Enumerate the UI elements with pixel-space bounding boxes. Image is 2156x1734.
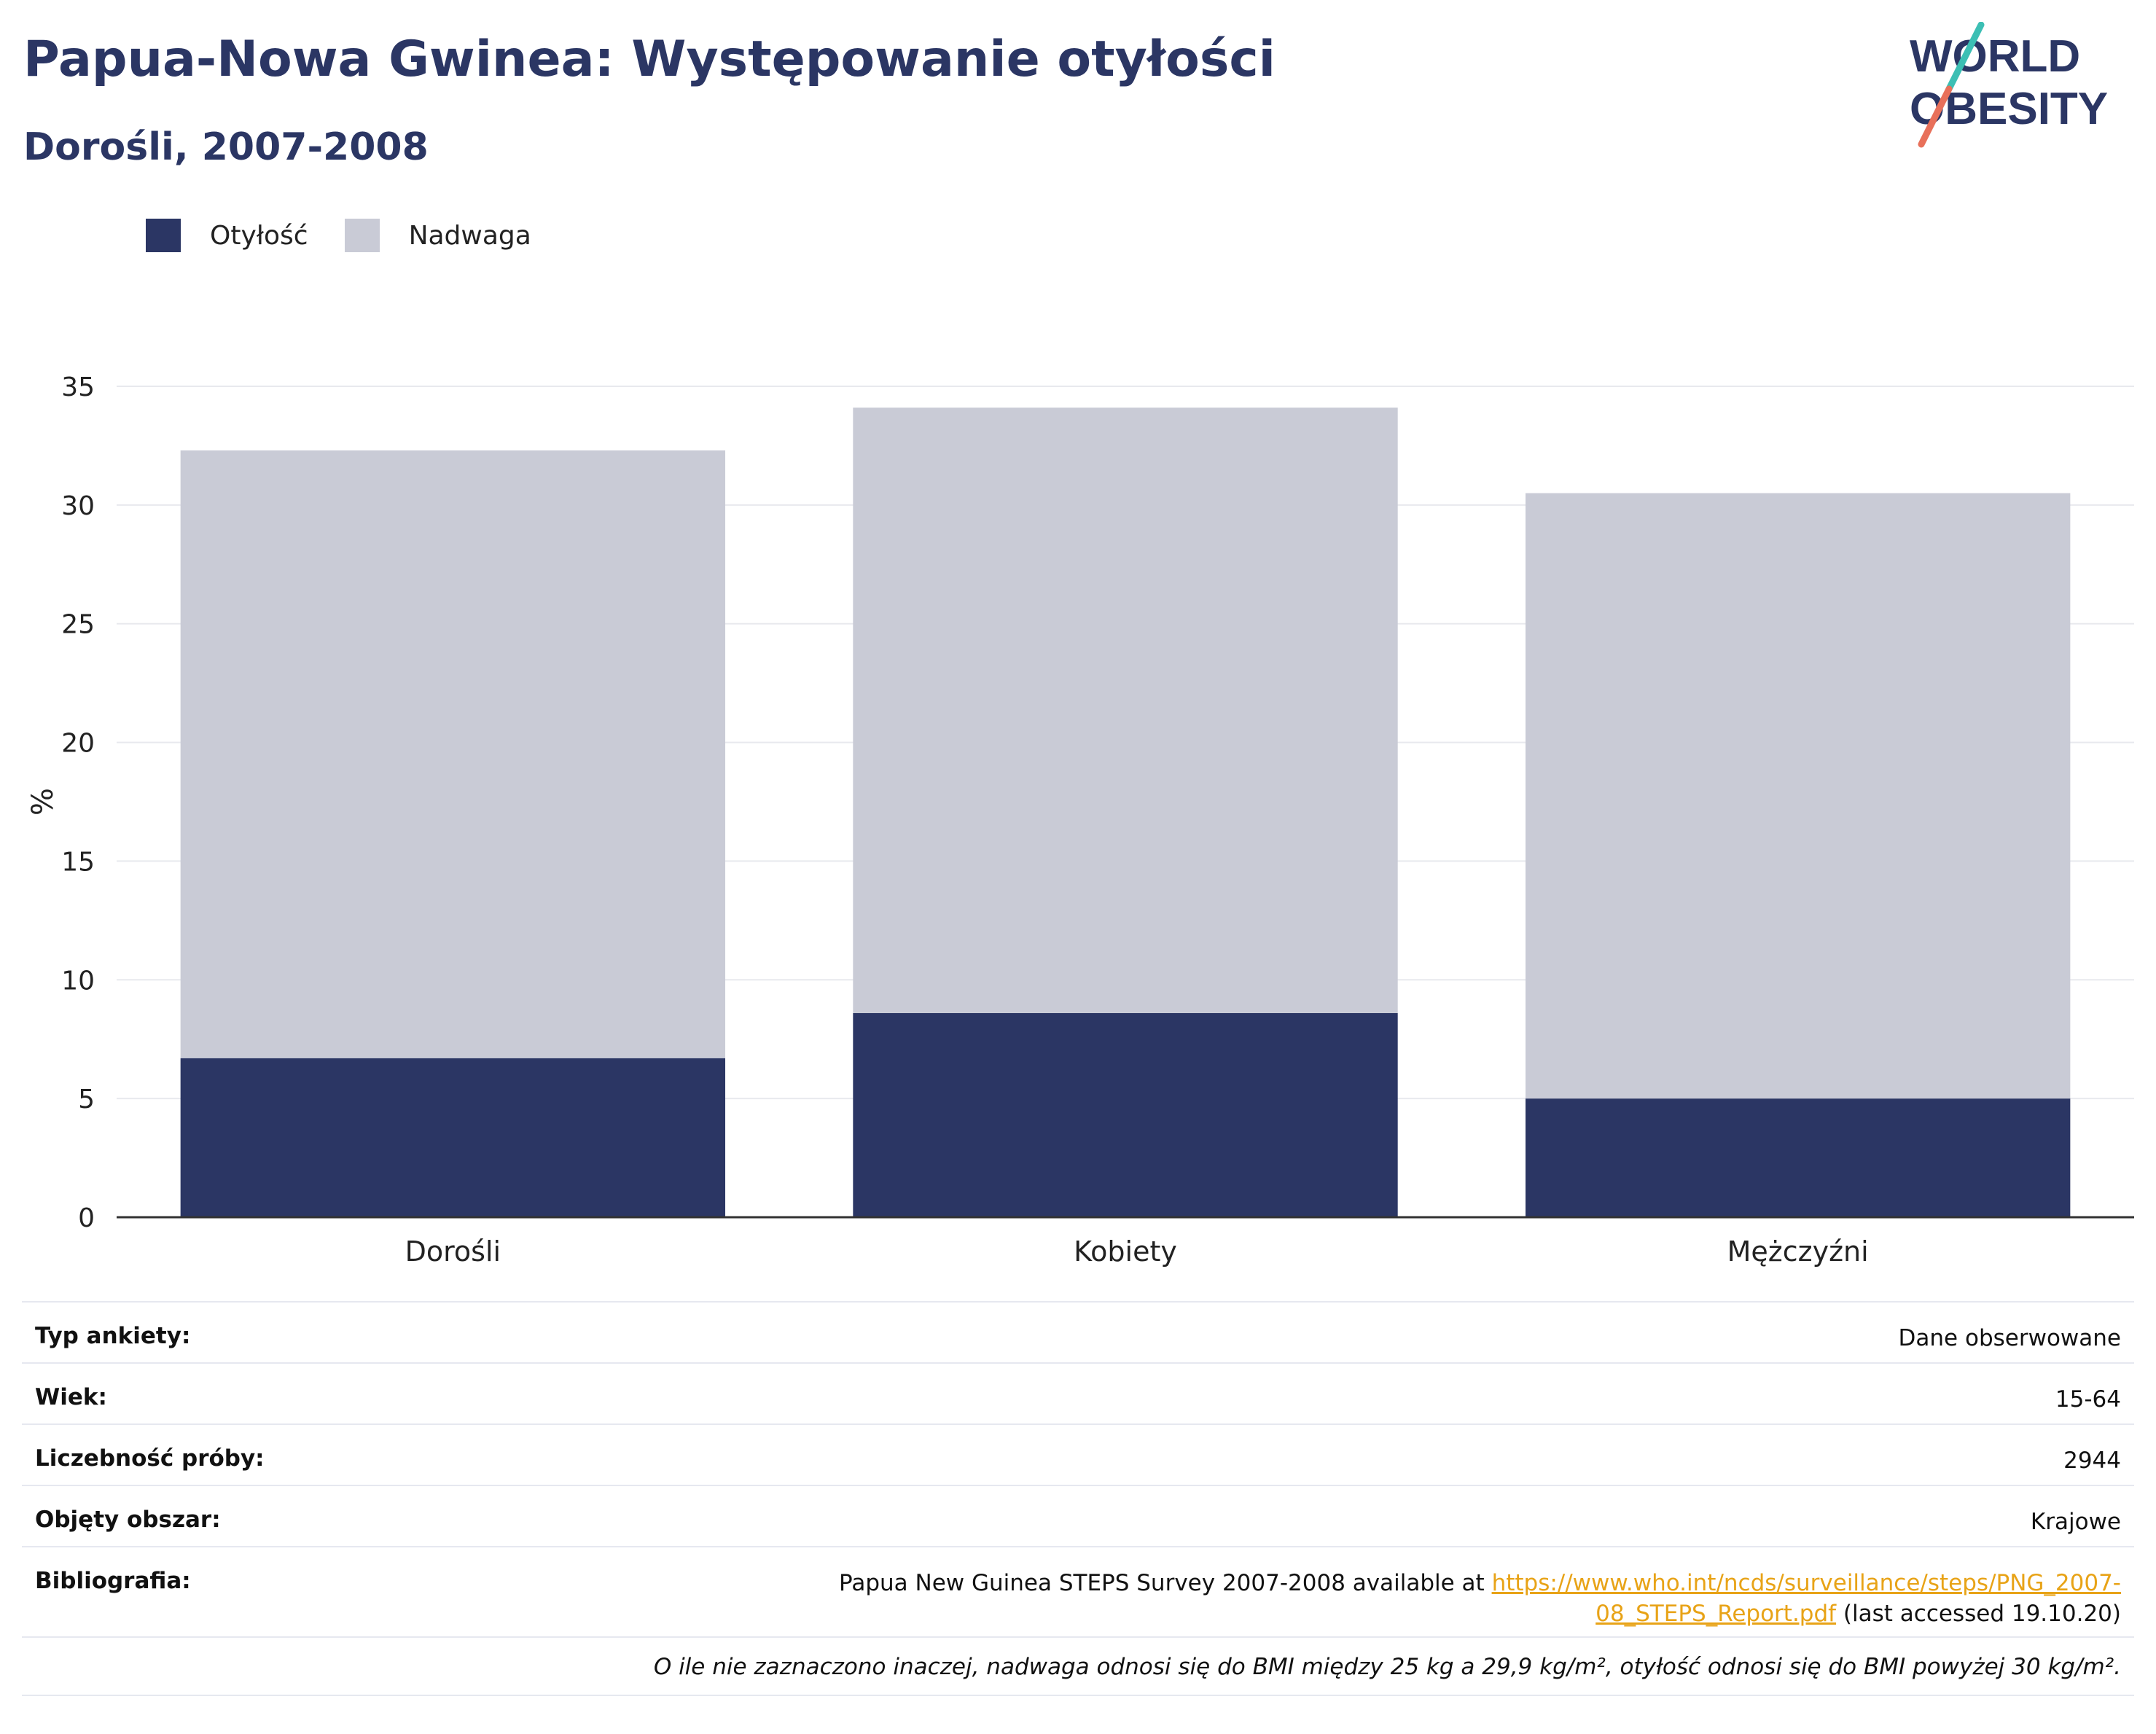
x-tick-label: Kobiety [1074,1235,1177,1268]
legend-swatch-overweight [344,219,380,252]
info-label: Objęty obszar: [35,1507,221,1533]
info-row-survey-type: Typ ankiety: Dane obserwowane [22,1301,2134,1362]
bar-overweight [180,450,726,1058]
logo-slash-top [1945,22,1985,93]
info-row-area: Objęty obszar: Krajowe [22,1485,2134,1546]
bibliography-value: Papua New Guinea STEPS Survey 2007-2008 … [839,1568,2121,1629]
y-tick-label: 25 [61,610,95,640]
info-row-age: Wiek: 15-64 [22,1362,2134,1423]
logo-text-world: WORLD [1910,31,2080,82]
info-label: Wiek: [35,1384,107,1410]
legend-item-overweight[interactable]: Nadwaga [344,219,531,252]
logo-text-obesity: OBESITY [1910,84,2108,134]
y-tick-label: 0 [78,1203,95,1233]
legend-swatch-obesity [146,219,181,252]
stacked-bar-chart: 0 5 10 15 20 25 30 35% Dorośli Kobiety Mężczyźni [26,372,2134,1268]
bibliography-suffix: (last accessed 19.10.20) [1836,1601,2121,1627]
x-tick-label: Dorośli [405,1235,501,1268]
legend-label-obesity: Otyłość [210,220,308,251]
page-subtitle: Dorośli, 2007-2008 [23,125,429,169]
bar-obesity [180,1058,726,1217]
bar-obesity [853,1012,1398,1217]
logo-slash-bottom [1918,85,1953,148]
chart-legend: Otyłość Nadwaga [146,217,568,254]
y-tick-label: 10 [61,966,95,996]
bibliography-prefix: Papua New Guinea STEPS Survey 2007-2008 … [839,1570,1492,1596]
bar-overweight [1525,493,2071,1099]
definition-note: O ile nie zaznaczono inaczej, nadwaga od… [22,1636,2134,1696]
legend-label-overweight: Nadwaga [408,220,531,251]
bar-overweight [853,407,1398,1013]
page-title: Papua-Nowa Gwinea: Występowanie otyłości [23,31,1276,88]
y-tick-label: 15 [61,847,95,877]
survey-info-table: Typ ankiety: Dane obserwowane Wiek: 15-6… [22,1301,2134,1696]
info-label: Bibliografia: [35,1568,191,1594]
info-value: 15-64 [2055,1386,2121,1413]
legend-item-obesity[interactable]: Otyłość [146,219,308,252]
info-value: Krajowe [2030,1509,2121,1535]
y-tick-label: 20 [61,729,95,759]
bibliography-link-part1[interactable]: https://www.who.int/ncds/surveillance/st… [1491,1570,2121,1596]
y-tick-label: 35 [61,372,95,402]
info-value: 2944 [2063,1448,2121,1474]
x-tick-label: Mężczyźni [1727,1235,1869,1268]
y-axis-title: % [26,788,60,816]
info-value: Dane obserwowane [1898,1325,2121,1351]
info-row-sample-size: Liczebność próby: 2944 [22,1423,2134,1485]
bar-obesity [1525,1098,2071,1217]
bibliography-link-part2[interactable]: 08_STEPS_Report.pdf [1595,1601,1837,1627]
y-tick-label: 5 [78,1085,95,1114]
y-tick-label: 30 [61,491,95,521]
info-label: Typ ankiety: [35,1323,191,1349]
info-row-bibliography: Bibliografia: Papua New Guinea STEPS Sur… [22,1546,2134,1636]
info-label: Liczebność próby: [35,1445,265,1472]
world-obesity-logo: WORLD OBESITY [1910,22,2108,148]
